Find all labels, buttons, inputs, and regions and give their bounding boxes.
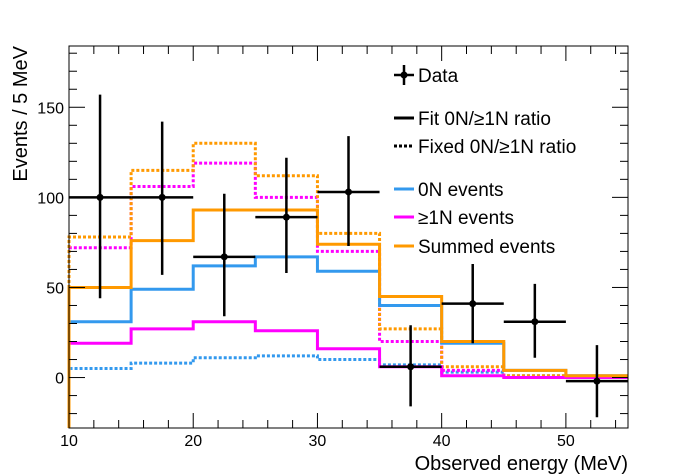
legend-label: Fixed 0N/≥1N ratio xyxy=(418,137,576,158)
x-axis-title: Observed energy (MeV) xyxy=(415,453,628,475)
y-tick-label: 150 xyxy=(37,100,64,117)
y-axis-title: Events / 5 MeV xyxy=(10,45,32,181)
data-point xyxy=(441,264,504,344)
legend-label: Fit 0N/≥1N ratio xyxy=(418,109,551,130)
x-tick-label: 40 xyxy=(433,433,451,450)
legend: Data Fit 0N/≥1N ratio Fixed 0N/≥1N ratio 0N… xyxy=(394,65,576,258)
legend-label: Summed events xyxy=(418,237,555,258)
x-tick-label: 30 xyxy=(309,433,327,450)
legend-entry-summed-events: Summed events xyxy=(394,237,555,258)
data-point xyxy=(69,94,132,299)
y-tick-label: 0 xyxy=(55,371,64,388)
hist-ge1n-events xyxy=(67,320,628,428)
legend-entry-fixed-0n-ge1n-ratio: Fixed 0N/≥1N ratio xyxy=(394,137,576,158)
x-tick-label: 10 xyxy=(60,433,78,450)
plot-frame xyxy=(68,45,629,429)
hist-0n-events-fixed-ratio xyxy=(67,354,628,428)
data-points-layer xyxy=(69,94,628,418)
data-point xyxy=(503,283,566,358)
legend-label: 0N events xyxy=(418,180,504,201)
x-tick-label: 20 xyxy=(184,433,202,450)
y-tick-label: 100 xyxy=(37,190,64,207)
data-point xyxy=(379,325,442,407)
legend-entry-ge1n-events: ≥1N events xyxy=(394,208,514,229)
data-point xyxy=(317,136,380,247)
data-point xyxy=(193,193,256,317)
legend-label: ≥1N events xyxy=(418,208,514,229)
data-point xyxy=(131,121,194,275)
legend-label: Data xyxy=(418,66,459,87)
legend-entry-data: Data xyxy=(394,65,459,87)
axes-layer: 10 20 30 40 50 0 50 100 150 xyxy=(37,46,628,450)
legend-entry-0n-events: 0N events xyxy=(394,180,504,201)
histogram-layer xyxy=(67,141,628,428)
y-tick-label: 50 xyxy=(46,280,64,297)
x-tick-label: 50 xyxy=(557,433,575,450)
hist-0n-events xyxy=(67,255,628,428)
legend-entry-fit-0n-ge1n-ratio: Fit 0N/≥1N ratio xyxy=(394,109,551,130)
data-point xyxy=(565,345,628,418)
data-point xyxy=(255,157,318,274)
